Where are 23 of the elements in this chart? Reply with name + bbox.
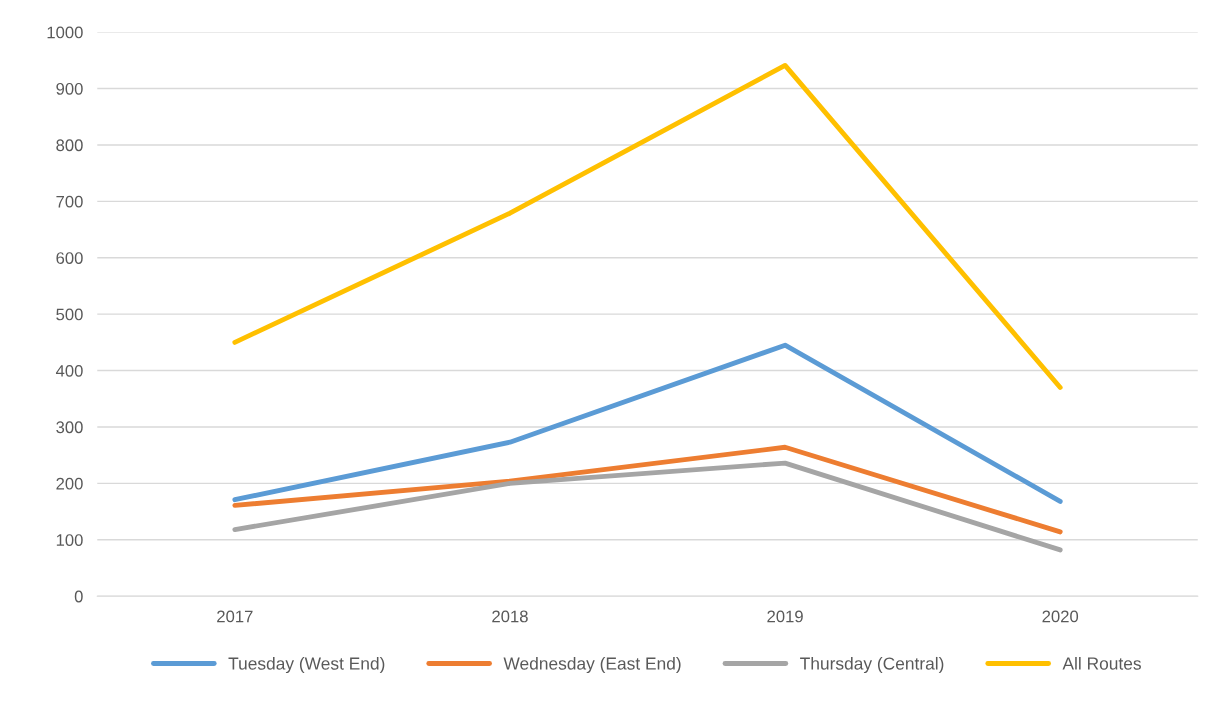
y-tick-label: 300: [56, 421, 83, 434]
line-series: [232, 460, 1063, 553]
line-series: [232, 444, 1063, 535]
y-tick-label: 200: [56, 477, 83, 490]
y-tick-label: 0: [74, 590, 83, 603]
x-tick-label: 2018: [492, 610, 528, 623]
legend-label: Thursday (Central): [800, 656, 944, 674]
y-tick-label: 900: [56, 82, 83, 95]
x-tick-label: 2019: [767, 610, 803, 623]
y-tick-label: 600: [56, 252, 83, 264]
legend-label: All Routes: [1062, 656, 1141, 670]
line-series: [232, 62, 1063, 390]
y-tick-label: 800: [56, 139, 83, 152]
y-tick-label: 500: [56, 308, 83, 321]
y-tick-label: 100: [56, 534, 83, 546]
x-tick-label: 2020: [1042, 610, 1079, 623]
y-tick-label: 700: [56, 195, 83, 208]
y-tick-label: 400: [55, 364, 83, 377]
legend-label: Wednesday (East End): [503, 656, 681, 674]
y-tick-label: 1000: [47, 26, 83, 39]
legend-label: Tuesday (West End): [228, 656, 385, 674]
x-tick-label: 2017: [217, 610, 253, 623]
line-series: [232, 342, 1063, 504]
